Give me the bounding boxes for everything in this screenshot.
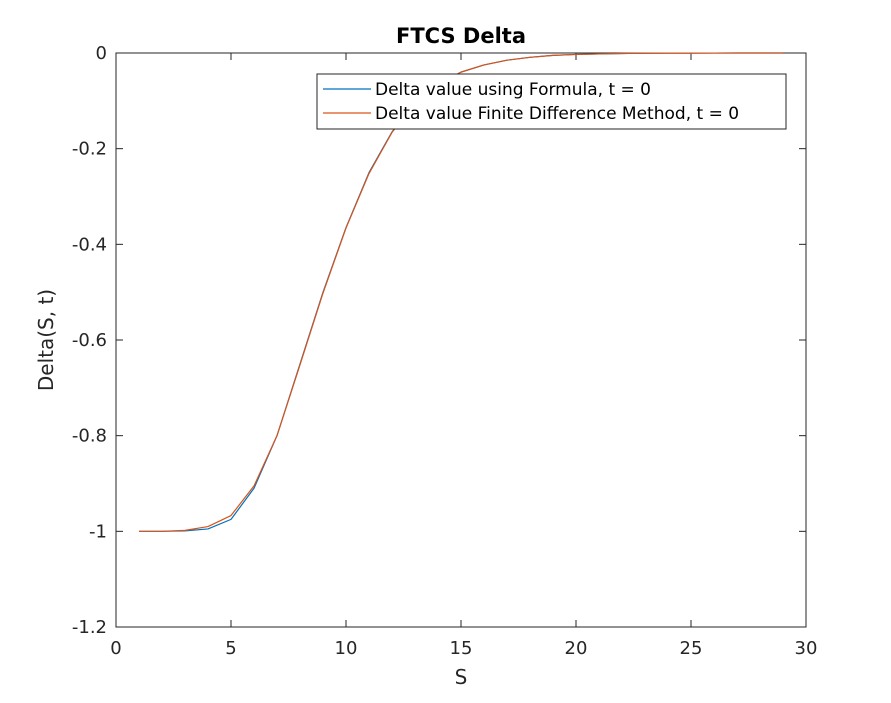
series-line-1 [139, 52, 783, 532]
chart-title: FTCS Delta [396, 24, 526, 48]
y-tick-label-3: -0.6 [72, 330, 107, 351]
y-tick-label-2: -0.8 [72, 426, 107, 447]
y-tick-label-1: -1 [89, 521, 107, 542]
axis-ticks: 0 5 10 15 20 25 30 -1.2 -1 -0.8 -0.6 -0.4 -0.2 0 [72, 43, 818, 659]
y-tick-label-0: -1.2 [72, 617, 107, 638]
y-tick-label-6: 0 [96, 43, 107, 64]
x-tick-label-6: 30 [795, 638, 818, 659]
x-axis-label: S [455, 665, 468, 689]
x-tick-label-3: 15 [450, 638, 473, 659]
legend-label-formula: Delta value using Formula, t = 0 [375, 80, 651, 100]
x-tick-label-5: 25 [680, 638, 703, 659]
legend: Delta value using Formula, t = 0 Delta v… [316, 73, 787, 130]
x-tick-label-2: 10 [335, 638, 358, 659]
x-tick-label-4: 20 [565, 638, 588, 659]
x-tick-label-0: 0 [110, 638, 121, 659]
y-axis-label: Delta(S, t) [34, 289, 58, 391]
x-tick-label-1: 5 [225, 638, 236, 659]
y-tick-label-4: -0.4 [72, 234, 107, 255]
plot-area [115, 52, 807, 628]
legend-box [316, 73, 787, 130]
y-tick-label-5: -0.2 [72, 139, 107, 160]
series-layer [139, 52, 783, 532]
legend-label-fdm: Delta value Finite Difference Method, t … [375, 104, 739, 124]
